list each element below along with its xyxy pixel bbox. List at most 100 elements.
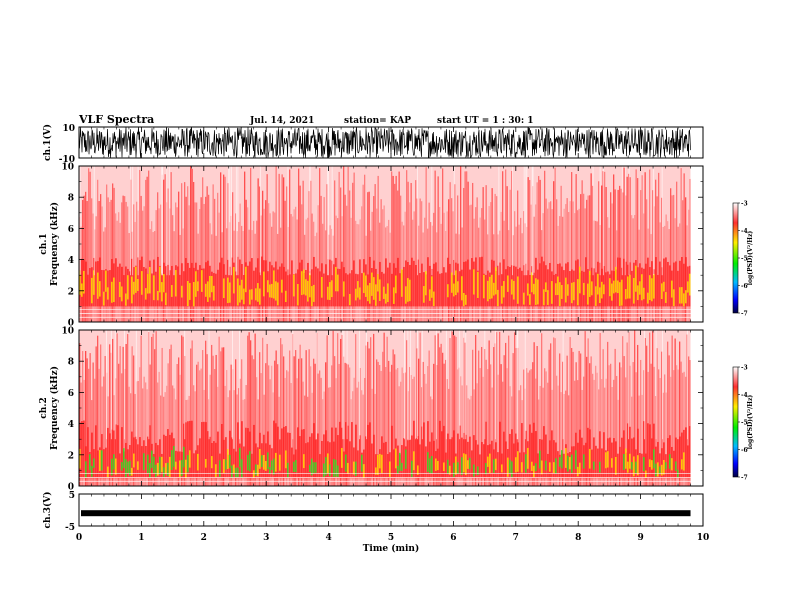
- spectro-streak: [493, 347, 495, 486]
- spectro-streak: [383, 205, 385, 322]
- spectro-band: [167, 429, 169, 479]
- spectro-streak: [214, 369, 216, 486]
- y-tick-label: 10: [62, 124, 75, 134]
- spectro-band: [191, 420, 193, 479]
- spectro-streak: [283, 356, 285, 486]
- y-tick-label: 8: [68, 358, 74, 368]
- spectro-streak: [361, 206, 363, 322]
- spectro-streak: [478, 350, 480, 486]
- spectro-band: [683, 263, 685, 307]
- spectro-band-hi: [119, 281, 121, 298]
- spectro-streak: [265, 363, 267, 486]
- spectro-streak: [268, 203, 270, 322]
- spectro-band-hi: [621, 279, 623, 306]
- spectro-gap: [628, 166, 630, 276]
- spectro-streak: [145, 179, 147, 322]
- spectro-band: [605, 272, 607, 307]
- spectro-streak: [97, 335, 99, 486]
- spectro-band: [281, 428, 283, 479]
- spectro-band: [373, 434, 375, 479]
- spectro-band: [329, 442, 331, 479]
- spectro-gap: [445, 330, 447, 440]
- spectro-band-hi: [285, 450, 287, 469]
- spectro-streak: [190, 348, 192, 486]
- spectro-band-hi: [457, 281, 459, 293]
- spectro-band: [529, 274, 531, 307]
- spectro-band: [315, 439, 317, 479]
- spectro-band: [411, 435, 413, 479]
- spectro-band-hi: [149, 266, 151, 294]
- spectro-band: [661, 448, 663, 479]
- colorbar-tick-label: -4: [741, 228, 748, 235]
- spectro-band-hi: [205, 283, 207, 297]
- spectro-streak: [472, 182, 474, 322]
- spectro-band-hi: [675, 461, 677, 471]
- spectro-streak: [464, 171, 466, 322]
- spectro-gap: [309, 166, 311, 276]
- spectro-band-hi: [535, 278, 537, 305]
- spectro-band: [475, 440, 477, 479]
- spectro-band-hi: [589, 270, 591, 297]
- spectro-streak: [167, 363, 169, 486]
- spectro-band-hi: [267, 280, 269, 293]
- spectro-band-hi: [249, 289, 251, 305]
- spectro-streak: [406, 340, 408, 486]
- spectro-streak: [653, 206, 655, 322]
- spectro-band-hi: [273, 270, 275, 299]
- spectro-band-hi: [229, 454, 231, 469]
- spectro-streak: [601, 185, 603, 322]
- spectro-streak: [295, 350, 297, 486]
- spectro-gap: [463, 330, 465, 440]
- spectro-streak: [577, 380, 579, 486]
- spectro-band-hi: [89, 454, 91, 470]
- spectro-streak: [589, 363, 591, 486]
- spectro-streak: [578, 208, 580, 322]
- spectro-streak: [364, 377, 366, 486]
- spectro-band-hi: [309, 272, 311, 298]
- spectro-band: [129, 271, 131, 307]
- spectro-band-hi: [527, 283, 529, 296]
- spectro-streak: [88, 168, 90, 322]
- spectro-streak: [529, 180, 531, 322]
- spectro-band-hi: [491, 274, 493, 299]
- spectro-gap: [137, 166, 139, 276]
- spectro-streak: [91, 198, 93, 322]
- spectro-band: [91, 432, 93, 479]
- spectro-band-hi: [509, 459, 511, 474]
- spectro-streak: [658, 172, 660, 322]
- spectro-band-hi: [135, 266, 137, 293]
- spectro-streak: [658, 369, 660, 486]
- spectro-band: [445, 452, 447, 479]
- spectro-streak: [167, 188, 169, 322]
- spectro-band-hi: [311, 458, 313, 476]
- spectro-gap: [366, 330, 367, 440]
- spectro-band: [585, 257, 587, 307]
- spectro-band-hi: [185, 459, 187, 479]
- spectro-band: [409, 440, 411, 479]
- spectro-band-hi: [333, 459, 335, 477]
- spectro-band-hi: [179, 460, 181, 478]
- spectro-streak: [313, 358, 315, 486]
- spectro-streak: [613, 379, 615, 486]
- spectro-streak: [580, 353, 582, 486]
- spectro-band: [591, 449, 593, 479]
- spectro-streak: [673, 370, 675, 486]
- spectro-streak: [619, 362, 621, 486]
- spectro-streak: [214, 198, 216, 322]
- spectro-band: [547, 453, 549, 479]
- spectro-gap: [168, 166, 170, 276]
- spectro-band: [203, 268, 205, 307]
- spectro-streak: [109, 344, 111, 486]
- spectro-streak: [371, 388, 373, 486]
- spectro-streak: [157, 382, 159, 486]
- spectro-streak: [119, 346, 121, 486]
- spectro-streak: [650, 363, 652, 486]
- spectro-streak: [142, 388, 144, 486]
- spectro-band: [207, 431, 209, 479]
- spectro-streak: [121, 202, 123, 322]
- spectro-band: [163, 434, 165, 479]
- spectro-gap: [416, 330, 418, 440]
- spectro-streak: [659, 378, 661, 486]
- spectro-streak: [328, 387, 330, 486]
- spectro-band-hi: [467, 460, 469, 469]
